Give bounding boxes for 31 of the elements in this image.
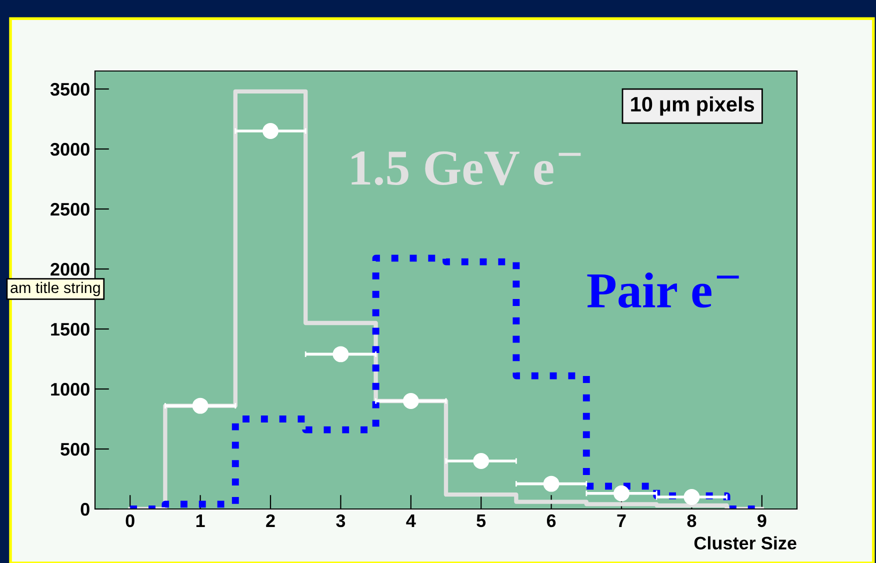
point bbox=[402, 393, 419, 409]
y-tick-label: 2000 bbox=[50, 262, 90, 276]
x-tick-label: 4 bbox=[406, 514, 416, 527]
y-tick-label: 1000 bbox=[51, 382, 90, 396]
y-tick-label: 0 bbox=[80, 502, 90, 516]
x-tick-label: 9 bbox=[758, 514, 766, 528]
point bbox=[262, 123, 278, 139]
y-tick-label: 500 bbox=[60, 442, 90, 456]
annotation: 10 μm pixels bbox=[631, 96, 754, 116]
x-tick-label: 3 bbox=[336, 514, 346, 528]
x-tick-label: 6 bbox=[546, 514, 556, 528]
series-label: Pair e$^{−}$ bbox=[587, 272, 739, 308]
point bbox=[614, 485, 630, 502]
x-tick-label: 5 bbox=[476, 514, 486, 528]
x-tick-label: 0 bbox=[126, 514, 134, 528]
x-tick-label: 2 bbox=[266, 514, 275, 527]
point bbox=[543, 476, 560, 492]
x-tick-label: 1 bbox=[196, 514, 205, 527]
y-tick-label: 1500 bbox=[51, 322, 90, 336]
y-tick-label: 2500 bbox=[50, 202, 90, 216]
x-tick-label: 7 bbox=[617, 514, 626, 527]
x-tick-label: 8 bbox=[687, 514, 696, 528]
point bbox=[332, 346, 349, 362]
annotation: am title string bbox=[10, 282, 100, 296]
series-label: 1.5 GeV e$^{−}$ bbox=[352, 151, 581, 186]
point bbox=[192, 398, 208, 414]
y-tick-label: 3000 bbox=[50, 142, 90, 156]
point bbox=[473, 453, 490, 469]
point bbox=[684, 489, 700, 505]
x-axis-title: Cluster Size bbox=[694, 536, 796, 550]
y-tick-label: 3500 bbox=[50, 82, 90, 96]
